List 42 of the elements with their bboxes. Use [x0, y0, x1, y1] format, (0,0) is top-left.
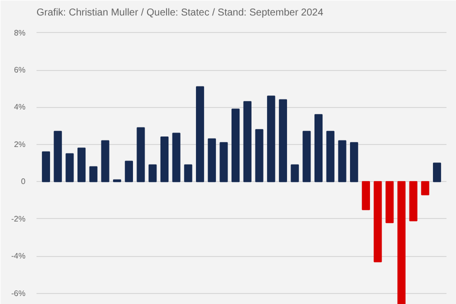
- y-tick-label: 0: [21, 177, 26, 186]
- bar: [386, 181, 394, 224]
- bar: [326, 130, 334, 182]
- bar: [54, 130, 62, 182]
- bar: [77, 148, 86, 182]
- bar: [302, 130, 311, 182]
- bar: [42, 151, 50, 182]
- bar: [220, 142, 228, 182]
- bar: [362, 181, 370, 210]
- bar: [243, 101, 252, 182]
- chart-subtitle: Grafik: Christian Muller / Quelle: Statec / Stand: September 2024: [36, 8, 324, 18]
- bar: [374, 181, 382, 262]
- bar: [350, 142, 358, 182]
- bar: [196, 86, 204, 182]
- y-tick-label: 4%: [14, 102, 26, 112]
- bar: [409, 181, 418, 222]
- bar: [66, 153, 74, 182]
- bar: [232, 108, 240, 182]
- y-tick-label: 2%: [14, 140, 26, 149]
- bar: [208, 138, 216, 182]
- bar: [290, 164, 299, 182]
- y-tick-label: -6%: [11, 288, 26, 298]
- bar: [124, 160, 133, 182]
- bar: [267, 96, 276, 182]
- bar: [148, 164, 157, 182]
- bar: [421, 181, 430, 196]
- bar: [255, 129, 264, 182]
- bar: [397, 181, 406, 304]
- y-tick-label: 8%: [14, 28, 26, 38]
- bar: [89, 166, 98, 182]
- bar: [314, 114, 323, 182]
- bar: [278, 99, 288, 182]
- bar: [101, 140, 110, 182]
- bar: [160, 136, 169, 182]
- bar: [338, 140, 346, 182]
- bar: [184, 164, 192, 182]
- bar: [172, 132, 180, 182]
- y-tick-label: 6%: [14, 66, 26, 75]
- bar: [136, 127, 145, 182]
- y-tick-label: -4%: [11, 252, 26, 261]
- y-tick-label: -2%: [11, 214, 26, 224]
- bar: [432, 162, 442, 182]
